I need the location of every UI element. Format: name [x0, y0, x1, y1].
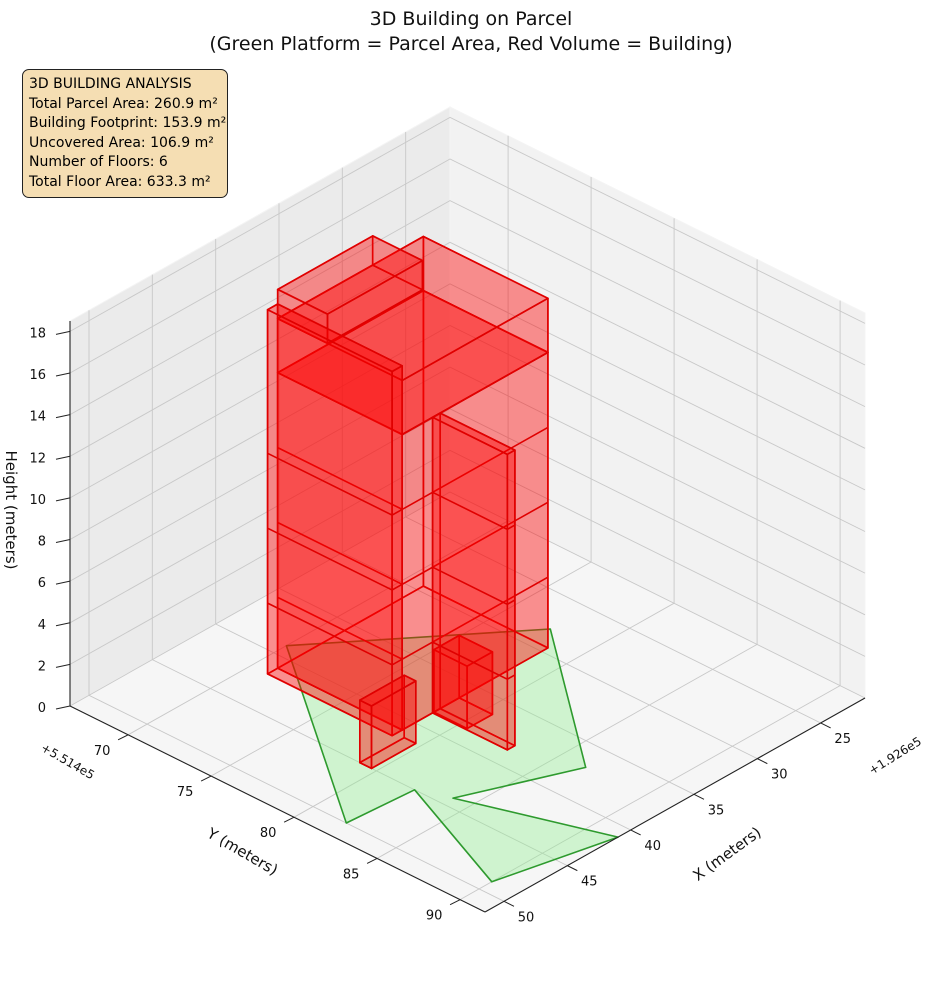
building-floor-line [267, 602, 403, 666]
z-tick-label: 4 [38, 618, 46, 633]
info-line-uncovered: Uncovered Area: 106.9 m² [29, 134, 214, 151]
y-tick-label: 75 [177, 785, 194, 800]
x-tick-label: 25 [834, 732, 851, 747]
gridline-z [69, 491, 866, 707]
title-line-1: 3D Building on Parcel [370, 8, 573, 30]
x-axis-line [484, 697, 866, 913]
y-tick-label: 70 [94, 744, 111, 759]
info-heading: 3D BUILDING ANALYSIS [29, 76, 192, 92]
y-tick-label: 85 [343, 867, 360, 882]
x-tick-label: 35 [708, 803, 725, 818]
z-tick-label: 18 [29, 326, 46, 341]
building-layer [266, 235, 549, 770]
gridline-z [69, 158, 866, 374]
x-tick-label: 45 [581, 875, 598, 890]
z-tick-mark [55, 539, 71, 544]
x-tick-mark [757, 758, 768, 765]
building-face [358, 699, 373, 770]
x-tick-mark [503, 900, 515, 907]
tick-labels: 25 30 35 40 45 50 70 75 80 85 90 0 2 4 6 8 10 12 14 16 18 [29, 326, 851, 925]
x-offset-label: +1.926e5 [866, 734, 924, 777]
building-floor-line [432, 641, 516, 681]
info-line-floors: Number of Floors: 6 [29, 154, 168, 170]
building-face [431, 416, 509, 751]
building-face [358, 674, 417, 707]
gridline-z [69, 324, 866, 540]
x-tick-label: 30 [771, 768, 788, 783]
z-tick-label: 2 [38, 659, 46, 674]
y-tick-mark [283, 816, 295, 823]
gridline-z [69, 283, 866, 499]
building-box [276, 235, 424, 345]
info-line-floor-area: Total Floor Area: 633.3 m² [29, 173, 211, 190]
building-box [358, 674, 417, 770]
z-tick-label: 14 [29, 410, 46, 425]
building-face [433, 634, 494, 668]
z-tick-label: 0 [38, 701, 46, 716]
z-tick-mark [55, 455, 71, 460]
info-line-footprint: Building Footprint: 153.9 m² [29, 115, 227, 131]
building-floor-line [267, 527, 403, 591]
analysis-info-box: 3D BUILDING ANALYSIS Total Parcel Area: … [22, 69, 228, 198]
building-box [266, 303, 404, 737]
x-tick-mark [820, 722, 831, 729]
axes-layer [55, 321, 866, 913]
parcel-platform [285, 628, 619, 883]
y-axis-line [69, 705, 486, 913]
gridline-z [69, 366, 866, 582]
title-line-2: (Green Platform = Parcel Area, Red Volum… [209, 33, 732, 55]
axis-grid [69, 116, 866, 902]
x-tick-mark [693, 793, 705, 800]
gridline-z [69, 116, 866, 332]
building-face [276, 235, 424, 315]
y-tick-label: 90 [426, 909, 443, 924]
z-tick-label: 12 [29, 451, 46, 466]
z-tick-label: 16 [29, 368, 46, 383]
z-tick-label: 6 [38, 576, 46, 591]
parcel-layer [285, 628, 619, 883]
building-box [431, 412, 516, 751]
chart-title: 3D Building on Parcel (Green Platform = … [209, 8, 732, 55]
z-tick-mark [55, 705, 71, 710]
x-tick-mark [567, 865, 578, 872]
y-tick-mark [200, 775, 212, 782]
gridline-z [69, 200, 866, 415]
building-face [431, 412, 516, 456]
y-tick-mark [117, 734, 129, 741]
building-face [266, 303, 404, 373]
z-tick-label: 8 [38, 535, 46, 550]
building-box [276, 289, 549, 731]
z-tick-mark [55, 622, 71, 627]
y-tick-mark [449, 899, 461, 906]
z-tick-mark [55, 580, 71, 585]
building-floor-line [432, 491, 516, 531]
y-offset-label: +5.514e5 [39, 740, 97, 782]
info-line-parcel-area: Total Parcel Area: 260.9 m² [29, 95, 218, 112]
gridline-z [69, 449, 866, 665]
building-face [266, 308, 393, 737]
z-tick-mark [55, 372, 71, 377]
building-box [276, 235, 549, 436]
x-tick-label: 40 [644, 839, 661, 854]
z-axis-label: Height (meters) [2, 451, 20, 570]
z-tick-mark [55, 330, 71, 335]
y-tick-label: 80 [260, 826, 277, 841]
gridline-z [69, 408, 866, 624]
x-tick-mark [630, 829, 641, 836]
z-tick-mark [55, 497, 71, 502]
building-floor-line [267, 452, 403, 517]
gridline-z [69, 241, 866, 457]
z-tick-label: 10 [29, 493, 46, 508]
z-tick-mark [55, 663, 71, 668]
x-axis-label: X (meters) [690, 823, 765, 884]
x-tick-label: 50 [518, 910, 535, 925]
y-tick-mark [366, 857, 378, 864]
z-tick-mark [55, 414, 71, 419]
building-floor-line [432, 566, 516, 606]
